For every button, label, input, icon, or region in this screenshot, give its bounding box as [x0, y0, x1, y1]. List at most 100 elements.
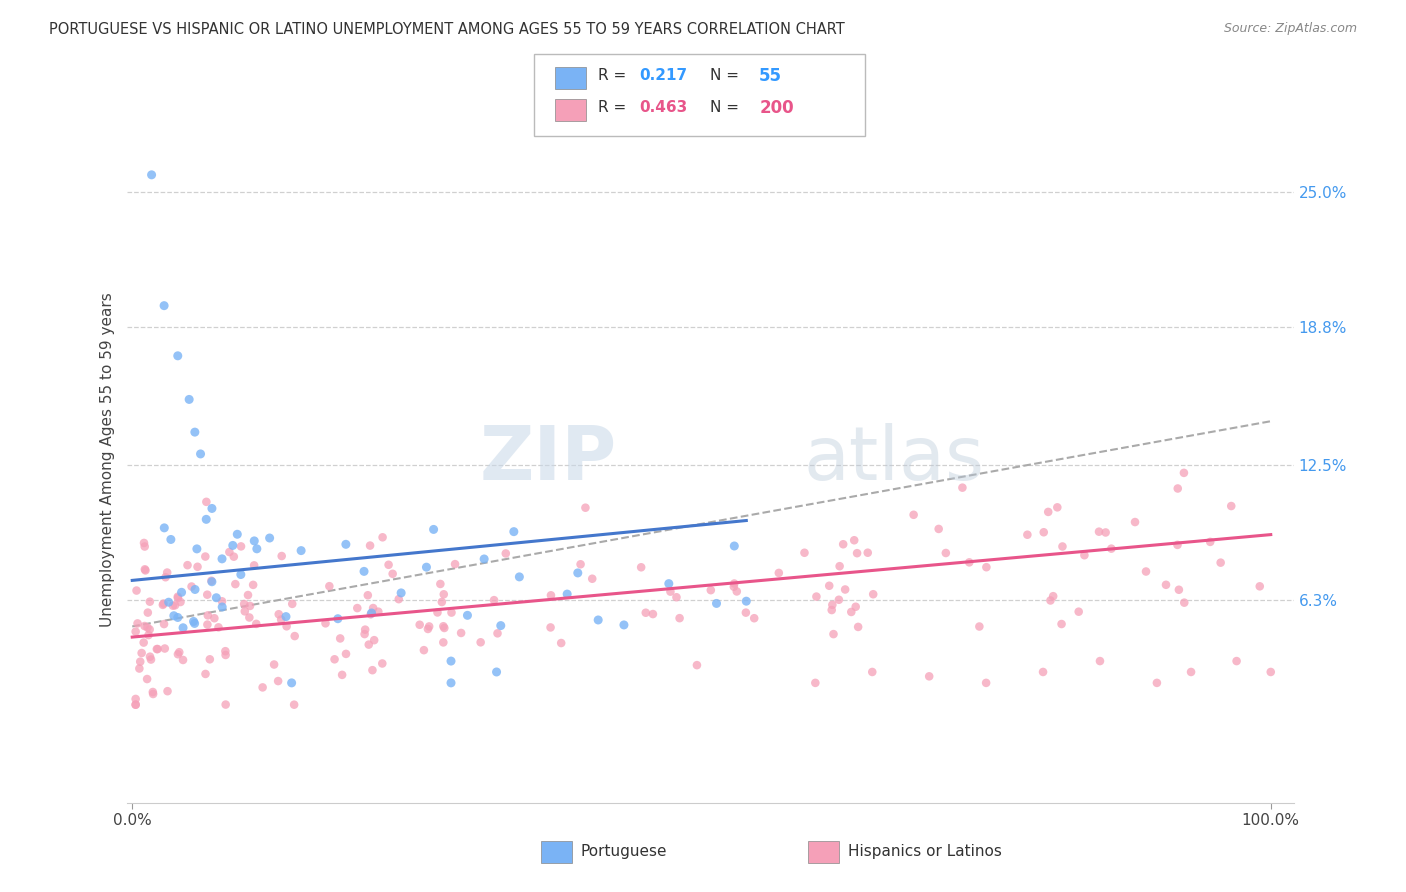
Point: [1173, 466, 1195, 480]
Point: [214, 648, 236, 662]
Point: [202, 611, 225, 625]
Point: [129, 655, 152, 669]
Point: [429, 577, 451, 591]
Point: [1167, 482, 1189, 496]
Point: [153, 299, 176, 313]
Point: [146, 642, 169, 657]
Point: [1050, 617, 1073, 632]
Point: [706, 596, 728, 610]
Point: [659, 584, 682, 599]
Point: [233, 597, 256, 611]
Point: [832, 537, 855, 551]
Point: [1038, 505, 1060, 519]
Point: [197, 617, 219, 632]
Point: [381, 566, 404, 581]
Point: [630, 560, 652, 574]
Point: [1042, 589, 1064, 603]
Point: [440, 606, 463, 620]
Point: [329, 632, 352, 646]
Point: [190, 447, 212, 461]
Point: [139, 595, 162, 609]
Point: [281, 597, 304, 611]
Point: [969, 619, 991, 633]
Point: [440, 654, 463, 668]
Point: [139, 649, 162, 664]
Point: [1088, 524, 1111, 539]
Point: [1249, 579, 1271, 593]
Point: [218, 545, 240, 559]
Point: [489, 618, 512, 632]
Point: [1032, 665, 1054, 679]
Point: [156, 684, 179, 698]
Text: R =: R =: [598, 69, 631, 83]
Point: [195, 588, 218, 602]
Point: [686, 658, 709, 673]
Point: [502, 524, 524, 539]
Point: [1052, 540, 1074, 554]
Point: [198, 652, 221, 666]
Point: [846, 546, 869, 560]
Point: [957, 555, 980, 569]
Point: [363, 633, 385, 648]
Point: [1094, 525, 1116, 540]
Point: [195, 512, 218, 526]
Point: [450, 626, 472, 640]
Point: [211, 552, 233, 566]
Point: [152, 598, 174, 612]
Point: [270, 613, 292, 627]
Point: [153, 641, 176, 656]
Point: [180, 580, 202, 594]
Point: [357, 638, 380, 652]
Point: [634, 606, 657, 620]
Point: [1146, 676, 1168, 690]
Point: [433, 621, 456, 635]
Point: [214, 698, 236, 712]
Point: [201, 574, 224, 589]
Text: PORTUGUESE VS HISPANIC OR LATINO UNEMPLOYMENT AMONG AGES 55 TO 59 YEARS CORRELAT: PORTUGUESE VS HISPANIC OR LATINO UNEMPLO…: [49, 22, 845, 37]
Point: [839, 605, 862, 619]
Point: [252, 681, 274, 695]
Point: [142, 685, 165, 699]
Point: [229, 540, 252, 554]
Point: [197, 608, 219, 623]
Point: [136, 672, 159, 686]
Point: [239, 599, 262, 613]
Point: [581, 572, 603, 586]
Point: [540, 620, 562, 634]
Point: [856, 546, 879, 560]
Point: [823, 627, 845, 641]
Point: [270, 549, 292, 563]
Point: [124, 692, 146, 706]
Point: [495, 546, 517, 560]
Point: [806, 590, 828, 604]
Point: [245, 616, 267, 631]
Point: [828, 592, 851, 607]
Point: [574, 500, 596, 515]
Point: [540, 588, 562, 602]
Point: [167, 591, 190, 605]
Point: [412, 643, 434, 657]
Point: [170, 585, 193, 599]
Point: [128, 661, 150, 675]
Point: [408, 617, 430, 632]
Point: [267, 607, 290, 622]
Point: [134, 619, 156, 633]
Point: [222, 549, 245, 564]
Point: [205, 591, 228, 605]
Point: [238, 610, 260, 624]
Point: [418, 619, 440, 633]
Point: [723, 580, 745, 594]
Point: [1260, 665, 1282, 679]
Point: [134, 563, 156, 577]
Point: [136, 606, 159, 620]
Point: [1173, 596, 1195, 610]
Point: [742, 611, 765, 625]
Point: [723, 576, 745, 591]
Point: [141, 168, 163, 182]
Point: [211, 599, 233, 614]
Point: [134, 562, 156, 576]
Point: [142, 687, 165, 701]
Point: [194, 549, 217, 564]
Point: [290, 543, 312, 558]
Point: [172, 621, 194, 635]
